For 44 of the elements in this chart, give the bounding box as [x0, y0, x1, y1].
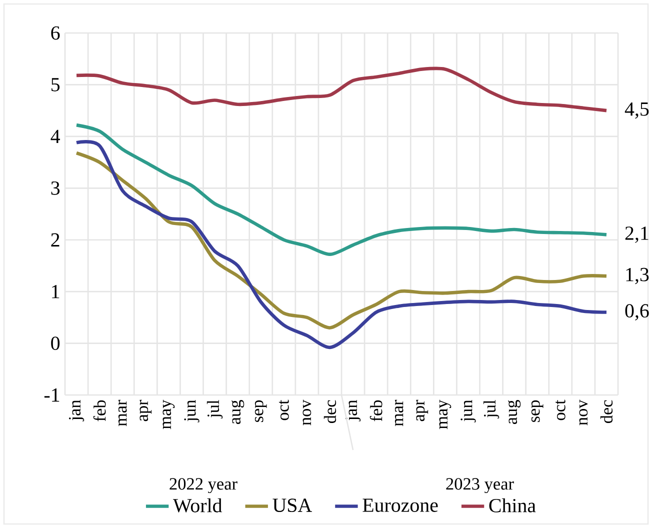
data-label: 2,1: [625, 226, 648, 243]
x-tick-label: apr: [416, 400, 428, 422]
x-tick-label: may: [439, 400, 452, 430]
x-tick-label: nov: [579, 400, 588, 426]
x-tick-label: mar: [118, 400, 127, 426]
text: 2023 year: [446, 478, 514, 494]
x-tick-label: feb: [93, 400, 106, 422]
x-tick-label: jul: [206, 400, 223, 418]
line-series: [74, 66, 608, 112]
x-tick-label: sep: [531, 400, 544, 422]
x-tick-label: dec: [324, 400, 336, 424]
legend-label: USA: [272, 498, 312, 512]
x-tick-label: aug: [508, 400, 521, 424]
text: 2022 year: [170, 478, 238, 494]
data-label: 4,5: [624, 102, 649, 119]
x-tick-label: jan: [68, 400, 84, 422]
x-tick-label: apr: [140, 400, 152, 422]
x-tick-label: aug: [232, 400, 244, 424]
x-tick-label: mar: [394, 400, 404, 426]
y-tick-label: 6: [51, 26, 60, 40]
legend-label: China: [489, 498, 536, 512]
x-tick-label: dec: [600, 400, 613, 424]
y-tick-label: 2: [51, 233, 60, 246]
y-tick-label: 1: [52, 285, 60, 298]
y-tick-label: 3: [51, 181, 60, 195]
x-tick-label: feb: [370, 400, 382, 422]
x-tick-label: oct: [555, 400, 566, 420]
y-tick-label: 0: [51, 336, 60, 350]
x-tick-label: jul: [483, 400, 500, 418]
data-label: 0,6: [625, 304, 649, 320]
x-tick-label: nov: [302, 400, 312, 426]
y-tick-label: 4: [50, 130, 60, 143]
x-tick-label: jan: [345, 400, 361, 422]
x-tick-label: may: [162, 400, 175, 430]
y-tick-label: -1: [44, 388, 60, 402]
y-tick-label: 5: [52, 78, 60, 92]
line-series: [74, 123, 608, 256]
x-tick-label: oct: [278, 400, 289, 420]
x-tick-label: jun: [460, 400, 476, 422]
data-label: 1,3: [626, 268, 649, 284]
x-tick-label: jun: [184, 400, 200, 422]
x-tick-label: sep: [254, 400, 267, 422]
legend-label: World: [172, 498, 222, 512]
legend-label: Eurozone: [362, 498, 438, 512]
